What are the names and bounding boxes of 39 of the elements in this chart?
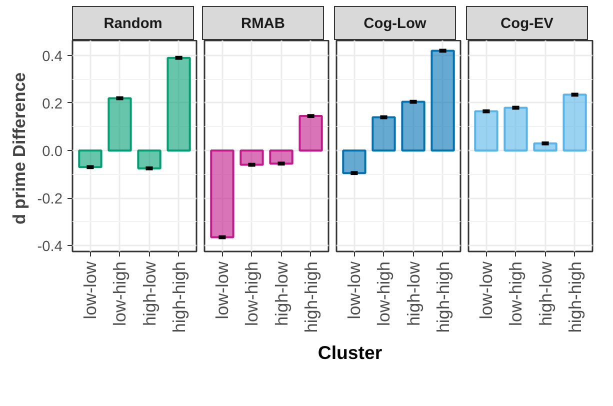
x-tick-label: high-low [403,261,424,326]
x-tick-label: low-low [80,261,100,320]
bar [474,110,498,152]
x-tick-label: low-low [476,261,496,320]
chart-title: RMAB [241,15,285,34]
y-tick-label: 0.2 [42,96,62,112]
bar [430,50,455,152]
x-tick-label: low-high [374,261,394,326]
bar [342,150,366,174]
y-tick-label: 0.0 [42,144,62,160]
bar [533,142,558,152]
bar [372,116,396,152]
bar [562,94,587,152]
y-tick-label: -0.2 [37,192,63,208]
x-tick-label: high-low [139,261,160,326]
y-axis-title: d prime Difference [9,72,30,224]
x-tick-label: low-low [212,261,232,320]
bar [78,150,102,168]
bar [137,150,162,170]
x-tick-label: low-high [110,261,130,326]
x-tick-label: high-high [564,261,585,333]
x-tick-label: low-high [506,261,526,326]
bar [108,97,132,152]
bar [166,56,191,152]
x-tick-label: high-high [432,261,453,333]
bar [504,106,528,152]
x-tick-label: high-high [168,261,189,333]
y-tick-label: -0.4 [37,239,63,256]
x-axis-title: Cluster [318,341,382,365]
bar [401,100,426,152]
x-tick-label: high-low [535,261,556,326]
y-tick-label: 0.4 [42,48,62,65]
chart-title: Cog-Low [364,15,426,34]
x-tick-label: high-high [300,261,321,333]
x-tick-label: low-high [242,261,262,326]
x-tick-label: high-low [271,261,292,326]
chart-title: Cog-EV [500,15,554,34]
chart-title: Random [104,15,162,34]
x-tick-label: low-low [344,261,364,320]
